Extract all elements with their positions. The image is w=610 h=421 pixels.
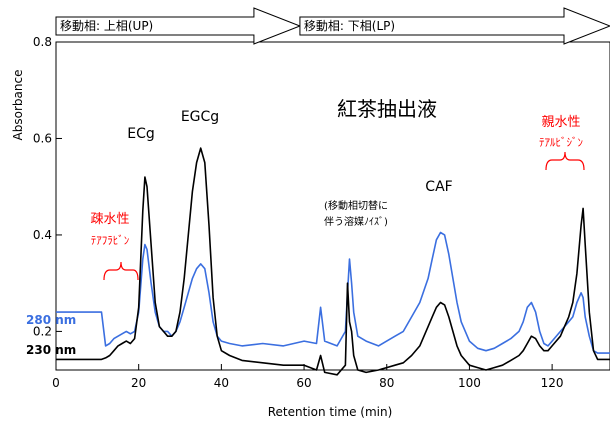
axis-ticks: 0 20 40 60 80 100 120 0.2 0.4 0.6 0.8: [33, 35, 564, 390]
red-brackets: [103, 151, 585, 281]
annotation-6: ﾃｱﾌﾗﾋﾞﾝ: [91, 234, 130, 247]
mobile-phase-arrows: 移動相: 上相(UP) 移動相: 下相(LP): [55, 7, 610, 45]
series-line-1: [56, 147, 610, 376]
y-tick-label: 0.6: [33, 131, 52, 145]
series-lines: [56, 147, 610, 376]
series-line-0: [56, 231, 610, 354]
series-label-0: 280 nm: [26, 313, 76, 327]
series-labels: 280 nm 230 nm: [26, 313, 76, 357]
annotation-4: 伴う溶媒ﾉｲｽﾞ): [324, 215, 388, 228]
chart-title: 紅茶抽出液: [337, 97, 437, 121]
phase-label: 移動相: 下相(LP): [304, 19, 395, 33]
bracket-hydrophilic: [545, 151, 585, 171]
y-tick-label: 0.2: [33, 324, 52, 338]
x-tick-label: 80: [379, 376, 394, 390]
annotation-2: CAF: [425, 179, 452, 195]
y-tick-label: 0.8: [33, 35, 52, 49]
phase-arrow: [299, 7, 610, 45]
bracket-hydrophobic: [103, 261, 139, 281]
x-tick-label: 120: [541, 376, 564, 390]
y-tick-label: 0.4: [33, 228, 52, 242]
x-axis-label: Retention time (min): [268, 405, 393, 419]
annotation-1: EGCg: [181, 109, 219, 125]
annotation-0: ECg: [127, 126, 155, 142]
annotation-3: (移動相切替に: [324, 199, 388, 212]
series-label-1: 230 nm: [26, 343, 76, 357]
x-tick-label: 0: [52, 376, 60, 390]
x-tick-label: 100: [458, 376, 481, 390]
phase-arrow: [55, 7, 302, 45]
phase-label: 移動相: 上相(UP): [60, 19, 153, 33]
annotation-7: 親水性: [541, 115, 580, 130]
x-tick-label: 60: [296, 376, 311, 390]
x-tick-label: 20: [131, 376, 146, 390]
x-tick-label: 40: [214, 376, 229, 390]
annotation-8: ﾃｱﾙﾋﾞｼﾞﾝ: [539, 136, 583, 149]
y-axis-label: Absorbance: [11, 70, 25, 141]
annotation-5: 疎水性: [90, 212, 129, 227]
